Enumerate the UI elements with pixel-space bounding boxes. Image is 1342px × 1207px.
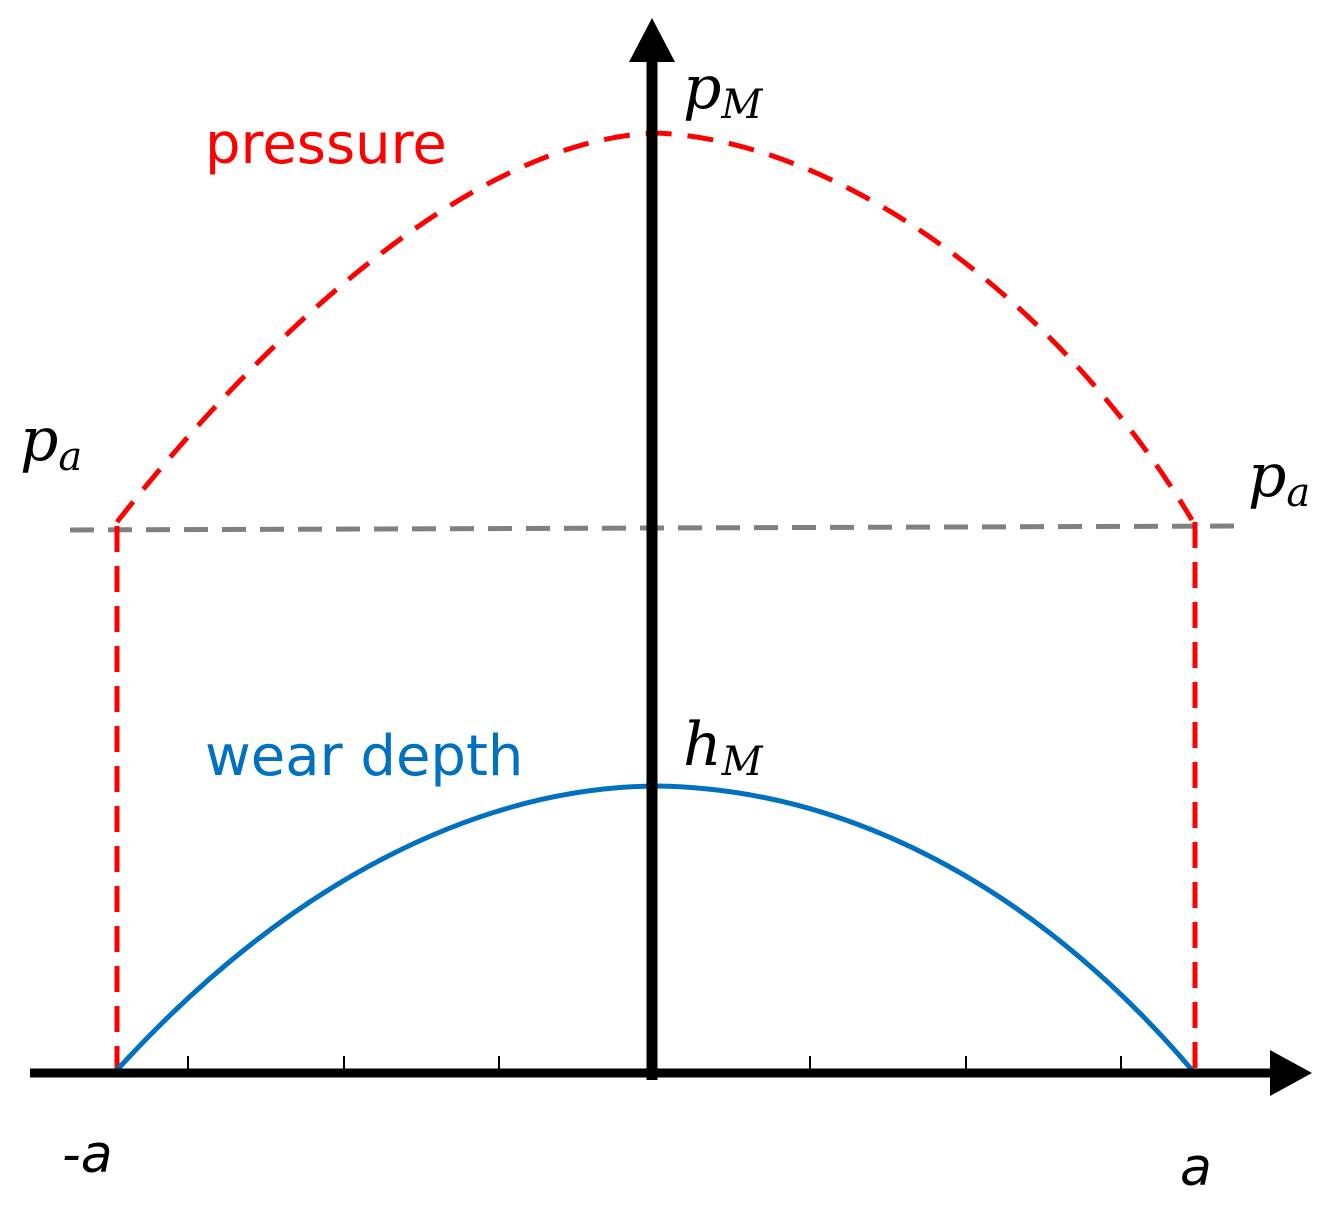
p-ambient-right-base: p [1248,441,1286,511]
p-max-sub: M [720,82,763,128]
h-max-label: hM [683,710,764,785]
h-max-sub: M [721,739,764,785]
x-axis-ticks [187,1056,1122,1073]
x-axis-arrowhead [1270,1050,1312,1096]
p-max-label: pM [683,53,763,128]
h-max-base: h [683,710,722,780]
p-ambient-right-sub: a [1286,470,1310,516]
p-max-base: p [683,53,721,123]
x-left-label: -a [62,1125,113,1185]
y-axis-arrowhead [629,18,675,62]
x-right-label: a [1180,1138,1212,1198]
p-ambient-right-label: pa [1248,441,1310,516]
p-ambient-left-sub: a [58,434,82,480]
p-ambient-left-base: p [20,405,58,475]
p-ambient-left-label: pa [20,405,82,480]
wear-depth-label: wear depth [205,724,523,789]
pressure-label: pressure [205,112,447,177]
